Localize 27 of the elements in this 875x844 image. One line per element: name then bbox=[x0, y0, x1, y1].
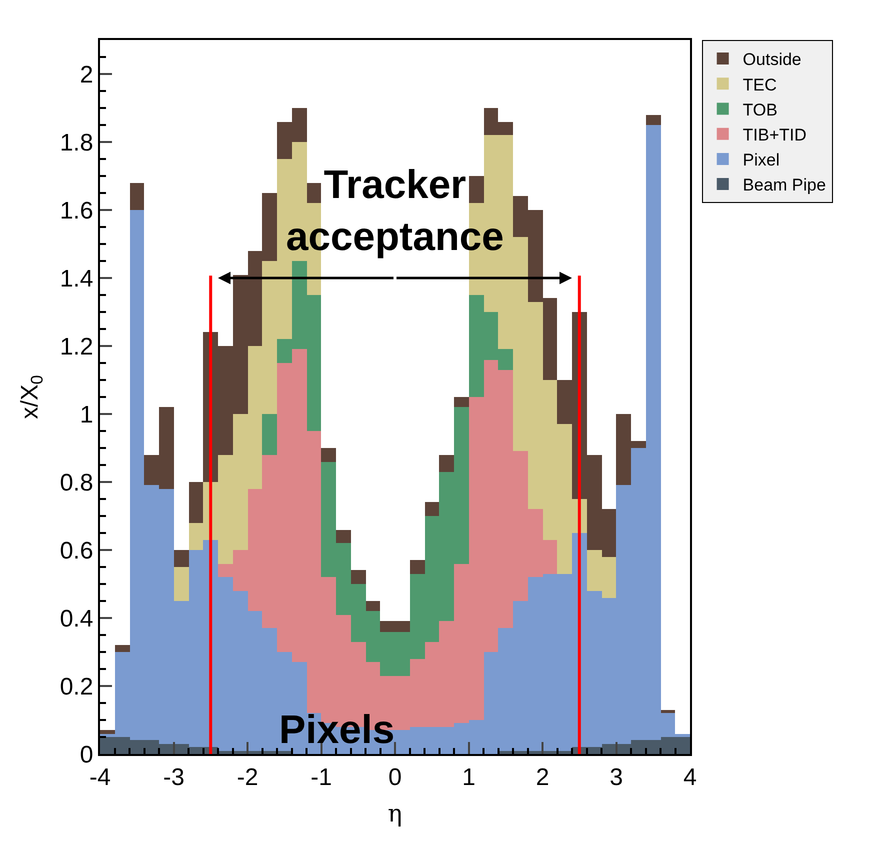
x-tick-label: 3 bbox=[610, 764, 623, 791]
y-tick-label: 0.8 bbox=[60, 469, 94, 496]
legend-label: TEC bbox=[742, 75, 777, 94]
x-tick-label: 0 bbox=[388, 764, 402, 791]
x-tick-label: -1 bbox=[310, 764, 332, 791]
x-tick-label: 2 bbox=[536, 764, 550, 791]
y-tick-label: 0.2 bbox=[60, 673, 94, 700]
legend-label: TIB+TID bbox=[742, 125, 807, 144]
annotation: Tracker acceptance bbox=[286, 163, 504, 259]
legend-label: Pixel bbox=[742, 150, 780, 170]
y-tick-label: 1 bbox=[80, 401, 94, 428]
y-tick-label: 1.2 bbox=[60, 333, 94, 360]
y-tick-label: 0.4 bbox=[60, 605, 94, 632]
x-tick-label: -3 bbox=[163, 764, 184, 791]
y-tick-label: 1.4 bbox=[60, 265, 94, 292]
x-tick-label: 4 bbox=[683, 764, 697, 791]
annotation: Pixels bbox=[279, 708, 395, 752]
legend-label: Beam Pipe bbox=[742, 176, 826, 195]
x-tick-label: -2 bbox=[236, 764, 258, 791]
legend-label: TOB bbox=[742, 100, 778, 120]
y-tick-label: 1.6 bbox=[60, 197, 94, 224]
legend-label: Outside bbox=[742, 50, 802, 70]
x-axis-title: η bbox=[388, 800, 402, 828]
y-tick-label: 0.6 bbox=[60, 537, 94, 564]
x-tick-label: 1 bbox=[462, 764, 476, 791]
y-tick-label: 2 bbox=[80, 61, 94, 88]
y-tick-label: 1.8 bbox=[60, 129, 94, 156]
